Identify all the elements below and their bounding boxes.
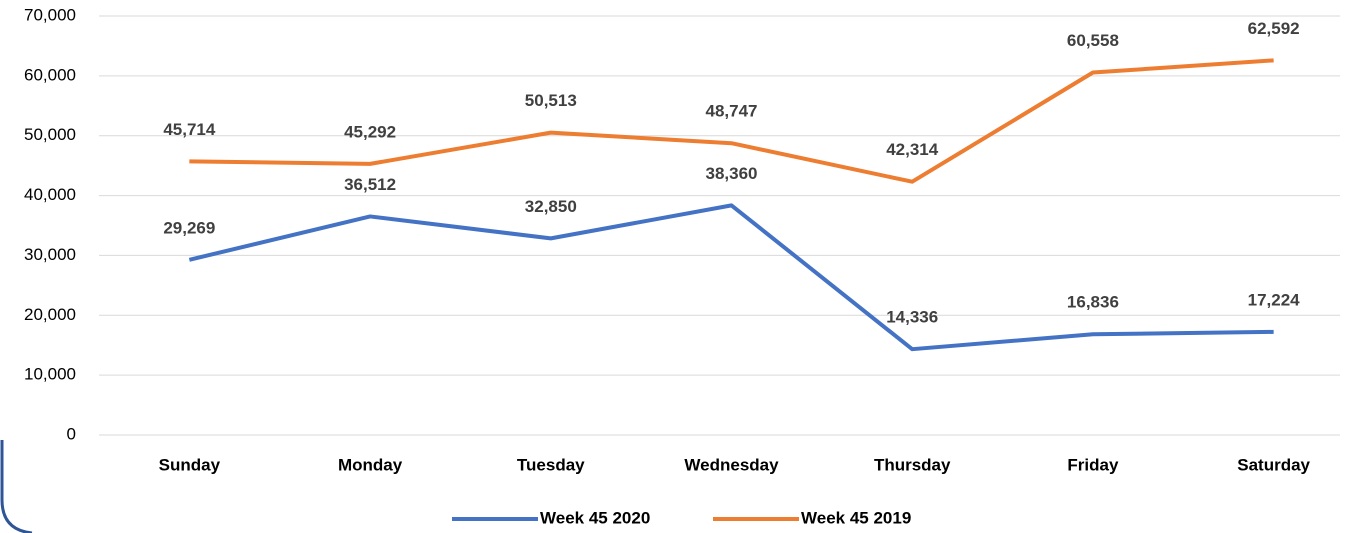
y-tick-label: 30,000: [24, 245, 76, 264]
legend-label: Week 45 2020: [540, 508, 650, 527]
x-tick-label: Friday: [1067, 455, 1119, 474]
data-label: 45,714: [163, 120, 216, 139]
data-label: 38,360: [706, 164, 758, 183]
x-tick-label: Wednesday: [684, 455, 779, 474]
x-tick-label: Tuesday: [517, 455, 585, 474]
data-label: 29,269: [163, 218, 215, 237]
y-tick-label: 60,000: [24, 65, 76, 84]
data-label: 60,558: [1067, 31, 1119, 50]
data-label: 14,336: [886, 308, 938, 327]
y-tick-label: 40,000: [24, 185, 76, 204]
data-label: 32,850: [525, 197, 577, 216]
data-label: 62,592: [1248, 19, 1300, 38]
x-tick-label: Sunday: [159, 455, 221, 474]
data-label: 45,292: [344, 122, 396, 141]
y-tick-label: 0: [67, 424, 76, 443]
y-tick-label: 10,000: [24, 365, 76, 384]
x-tick-label: Thursday: [874, 455, 951, 474]
frame-corner: [0, 440, 33, 533]
y-tick-label: 50,000: [24, 125, 76, 144]
legend-label: Week 45 2019: [801, 508, 911, 527]
x-tick-label: Saturday: [1237, 455, 1310, 474]
x-tick-label: Monday: [338, 455, 403, 474]
line: [188, 203, 1274, 352]
data-label: 16,836: [1067, 293, 1119, 312]
y-tick-label: 20,000: [24, 305, 76, 324]
data-label: 48,747: [706, 102, 758, 121]
data-label: 17,224: [1248, 290, 1301, 309]
line: [189, 58, 1274, 184]
data-label: 42,314: [886, 140, 939, 159]
data-label: 50,513: [525, 91, 577, 110]
data-label: 36,512: [344, 175, 396, 194]
y-tick-label: 70,000: [24, 5, 76, 24]
